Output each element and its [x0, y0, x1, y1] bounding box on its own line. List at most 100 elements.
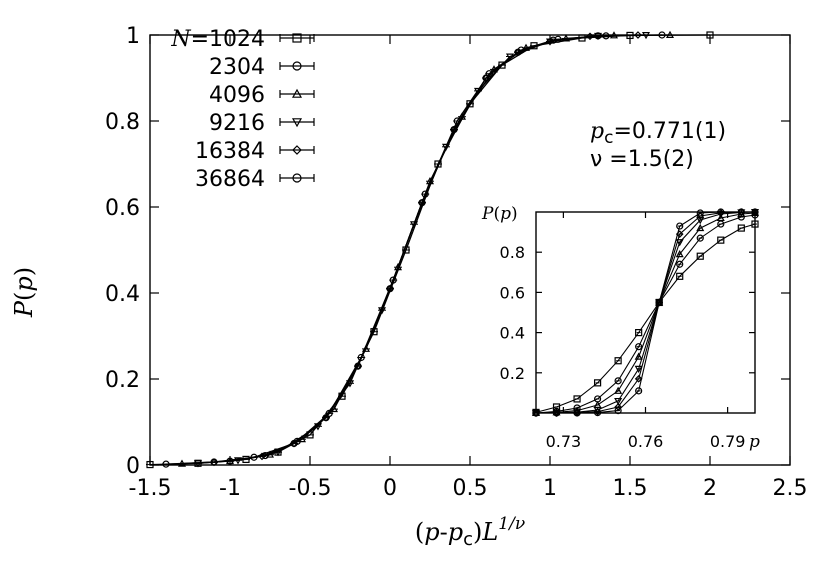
main-plot-data-point — [210, 458, 218, 467]
main-plot-data-point — [665, 30, 675, 39]
main-plot-data-point — [485, 70, 493, 78]
inset-plot-data-point — [696, 252, 704, 260]
inset-ylabel-p: p — [500, 204, 511, 224]
inset-x-axis-label: p — [749, 432, 760, 452]
main-plot-data-point — [561, 34, 571, 42]
inset-plot-data-point — [737, 224, 745, 232]
inset-plot-y-tick-label: 0.2 — [500, 364, 525, 383]
inset-plot-data-point — [696, 234, 704, 242]
main-plot-data-point — [418, 198, 426, 207]
legend: N=1024 2304 4096 9216 16384 36864 — [170, 27, 315, 192]
main-plot-y-tick-label: 0.6 — [105, 196, 140, 221]
inset-plot-data-point — [676, 260, 684, 268]
xlabel-p1: p — [424, 518, 439, 546]
ylabel-P: P — [10, 300, 38, 318]
xlabel-p2: p — [448, 518, 463, 546]
main-plot-data-point — [162, 460, 170, 468]
main-x-axis-label: (p-pc)L1/ν — [415, 514, 525, 550]
pc-sub: c — [604, 128, 613, 148]
main-plot-y-tick-label: 0.2 — [105, 368, 140, 393]
inset-plot-data-point — [634, 365, 643, 374]
inset-plot-y-tick-label: 0.4 — [500, 324, 525, 343]
main-plot-data-point — [466, 100, 474, 108]
inset-ylabel-P: P — [481, 204, 494, 224]
main-plot-data-point — [517, 46, 525, 54]
xlabel-close: ) — [473, 518, 482, 546]
inset-plot-data-point — [614, 406, 622, 415]
main-plot-x-tick-label: -0.5 — [289, 476, 332, 501]
main-plot-x-tick-label: 1.5 — [613, 476, 648, 501]
main-plot-data-point — [498, 61, 506, 69]
main-plot-data-point — [393, 262, 403, 271]
legend-entry-label: 9216 — [209, 111, 265, 136]
inset-ylabel-open: ( — [493, 204, 500, 224]
nu-annotation: ν =1.5(2) — [590, 147, 694, 172]
main-plot-y-tick-label: 0 — [126, 454, 140, 479]
legend-marker — [292, 61, 302, 71]
inset-plot-data-point — [614, 397, 623, 406]
legend-marker — [292, 33, 302, 43]
main-y-axis-label: P(p) — [10, 267, 38, 318]
inset-plot-y-tick-label: 0.8 — [500, 243, 525, 262]
inset-plot-data-point — [696, 217, 705, 225]
legend-n-prefix: N — [170, 27, 191, 52]
inset-plot-data-point — [634, 352, 643, 360]
ylabel-p: p — [10, 276, 38, 291]
main-plot-data-point — [345, 380, 355, 388]
inset-plot-data-point — [573, 395, 581, 403]
legend-entry-label: 2304 — [209, 55, 265, 80]
main-plot-data-point — [357, 353, 365, 362]
xlabel-L: L — [481, 518, 498, 546]
main-plot-data-point — [450, 125, 458, 134]
inset-plot-data-point — [635, 343, 643, 351]
inset-plot-data-point — [635, 387, 643, 395]
ylabel-open: ( — [10, 292, 38, 301]
ylabel-close: ) — [10, 267, 38, 276]
inset-plot: 0.73 0.76 0.79 0.2 0.4 0.6 0.8 — [500, 208, 760, 451]
inset-y-axis-label: P(p) — [481, 204, 518, 224]
inset-plot-data-point — [614, 377, 622, 385]
main-plot-data-point — [473, 87, 483, 96]
main-plot-x-tick-label: -1.5 — [129, 476, 172, 501]
inset-plot-frame — [535, 211, 756, 414]
main-plot-y-tick-label: 1 — [126, 24, 140, 49]
inset-plot-data-point — [593, 379, 602, 387]
main-plot-data-point — [325, 409, 333, 417]
inset-plot-data-point — [675, 239, 684, 247]
main-plot-x-tick-label: 1 — [543, 476, 557, 501]
inset-plot-data-point — [717, 208, 725, 216]
inset-plot-y-tick-label: 0.6 — [500, 283, 525, 302]
legend-entry-label: N=1024 — [170, 27, 265, 52]
inset-plot-x-tick-label: 0.79 — [710, 432, 746, 451]
main-plot-data-point — [594, 32, 602, 40]
inset-plot-data-point — [676, 222, 684, 230]
inset-plot-data-point — [696, 223, 705, 232]
main-plot-x-tick-label: 2 — [703, 476, 717, 501]
inset-plot-x-tick-label: 0.76 — [628, 432, 664, 451]
inset-plot-data-point — [716, 213, 725, 222]
main-plot-data-point — [146, 460, 154, 469]
main-plot-data-point — [354, 362, 362, 370]
inset-plot-data-point — [552, 409, 561, 417]
inset-plot-data-point — [717, 220, 725, 228]
legend-marker — [291, 118, 303, 128]
inset-plot-series-5 — [532, 208, 759, 417]
main-plot-data-point — [261, 451, 269, 460]
inset-plot-data-point — [737, 208, 745, 216]
inset-ylabel-close: ) — [511, 204, 518, 224]
legend-entry-label: 36864 — [195, 167, 265, 192]
main-plot-y-tick-label: 0.8 — [105, 110, 140, 135]
main-plot-data-point — [641, 31, 651, 40]
inset-plot-x-tick-label: 0.73 — [546, 432, 582, 451]
main-plot-data-point — [634, 31, 642, 39]
inset-plot-data-point — [717, 236, 725, 244]
inset-plot-data-point — [696, 209, 704, 217]
xlabel-minus: - — [440, 518, 448, 546]
inset-plot-data-point — [593, 408, 602, 417]
inset-plot-data-point — [751, 208, 759, 216]
legend-first-value: =1024 — [191, 27, 265, 52]
main-plot-series-5 — [226, 32, 602, 465]
xlabel-exp: 1/ν — [498, 514, 525, 534]
inset-plot-data-point — [675, 249, 684, 258]
